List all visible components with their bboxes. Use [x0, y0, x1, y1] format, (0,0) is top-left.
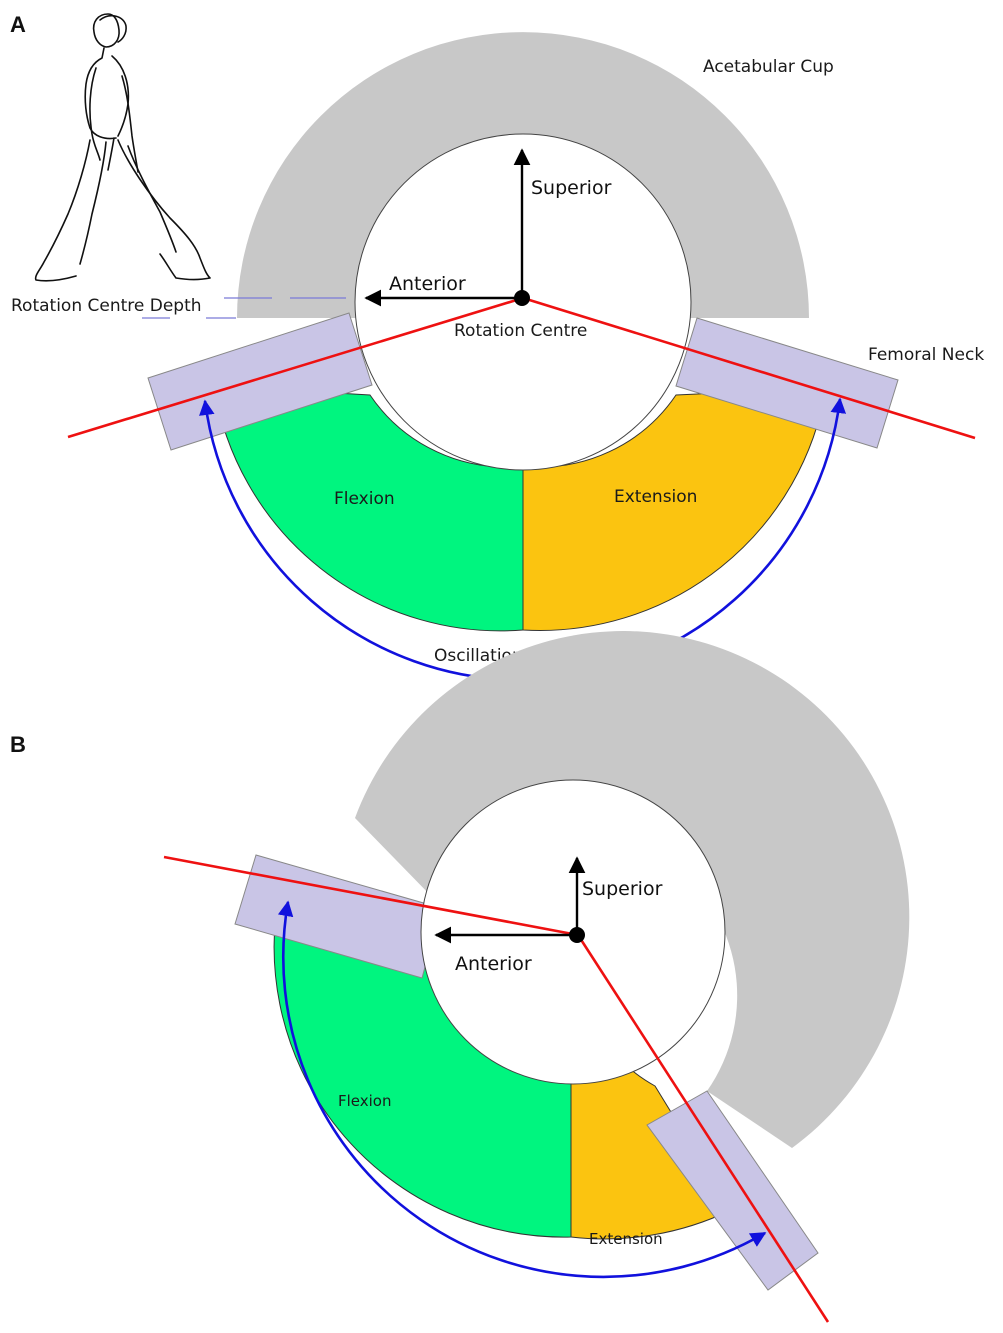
flexion-label-b: Flexion — [338, 1092, 392, 1110]
panel-a-label: A — [10, 12, 26, 37]
rotation-centre-dot — [514, 290, 530, 306]
acetabular-cup-shape — [237, 32, 809, 318]
panel-b-label: B — [10, 732, 26, 757]
superior-label: Superior — [531, 177, 612, 199]
walking-figure-icon — [34, 13, 211, 282]
panel-a: A — [10, 12, 984, 682]
flexion-region — [213, 385, 524, 632]
panel-b: B Superior Anterior Flexion Extension — [10, 631, 910, 1323]
acetabular-cup-label: Acetabular Cup — [703, 57, 834, 77]
anterior-label-b: Anterior — [455, 953, 532, 975]
extension-label: Extension — [614, 487, 697, 507]
extension-region — [522, 387, 827, 631]
femoral-neck-label: Femoral Neck — [868, 345, 984, 365]
anterior-label: Anterior — [389, 273, 466, 295]
rotation-centre-label: Rotation Centre — [454, 321, 587, 341]
neck-axis-line-left — [67, 296, 524, 439]
rotation-centre-dot-b — [569, 927, 585, 943]
acetabular-cup-shape-b — [355, 631, 910, 1148]
neck-axis-line-right — [522, 296, 976, 440]
oscillation-arc-b — [277, 900, 767, 1279]
rotation-centre-depth-label: Rotation Centre Depth — [11, 296, 202, 316]
rotation-centre-depth-marker — [142, 297, 346, 319]
extension-label-b: Extension — [589, 1230, 663, 1248]
flexion-label: Flexion — [334, 489, 395, 509]
superior-label-b: Superior — [582, 878, 663, 900]
